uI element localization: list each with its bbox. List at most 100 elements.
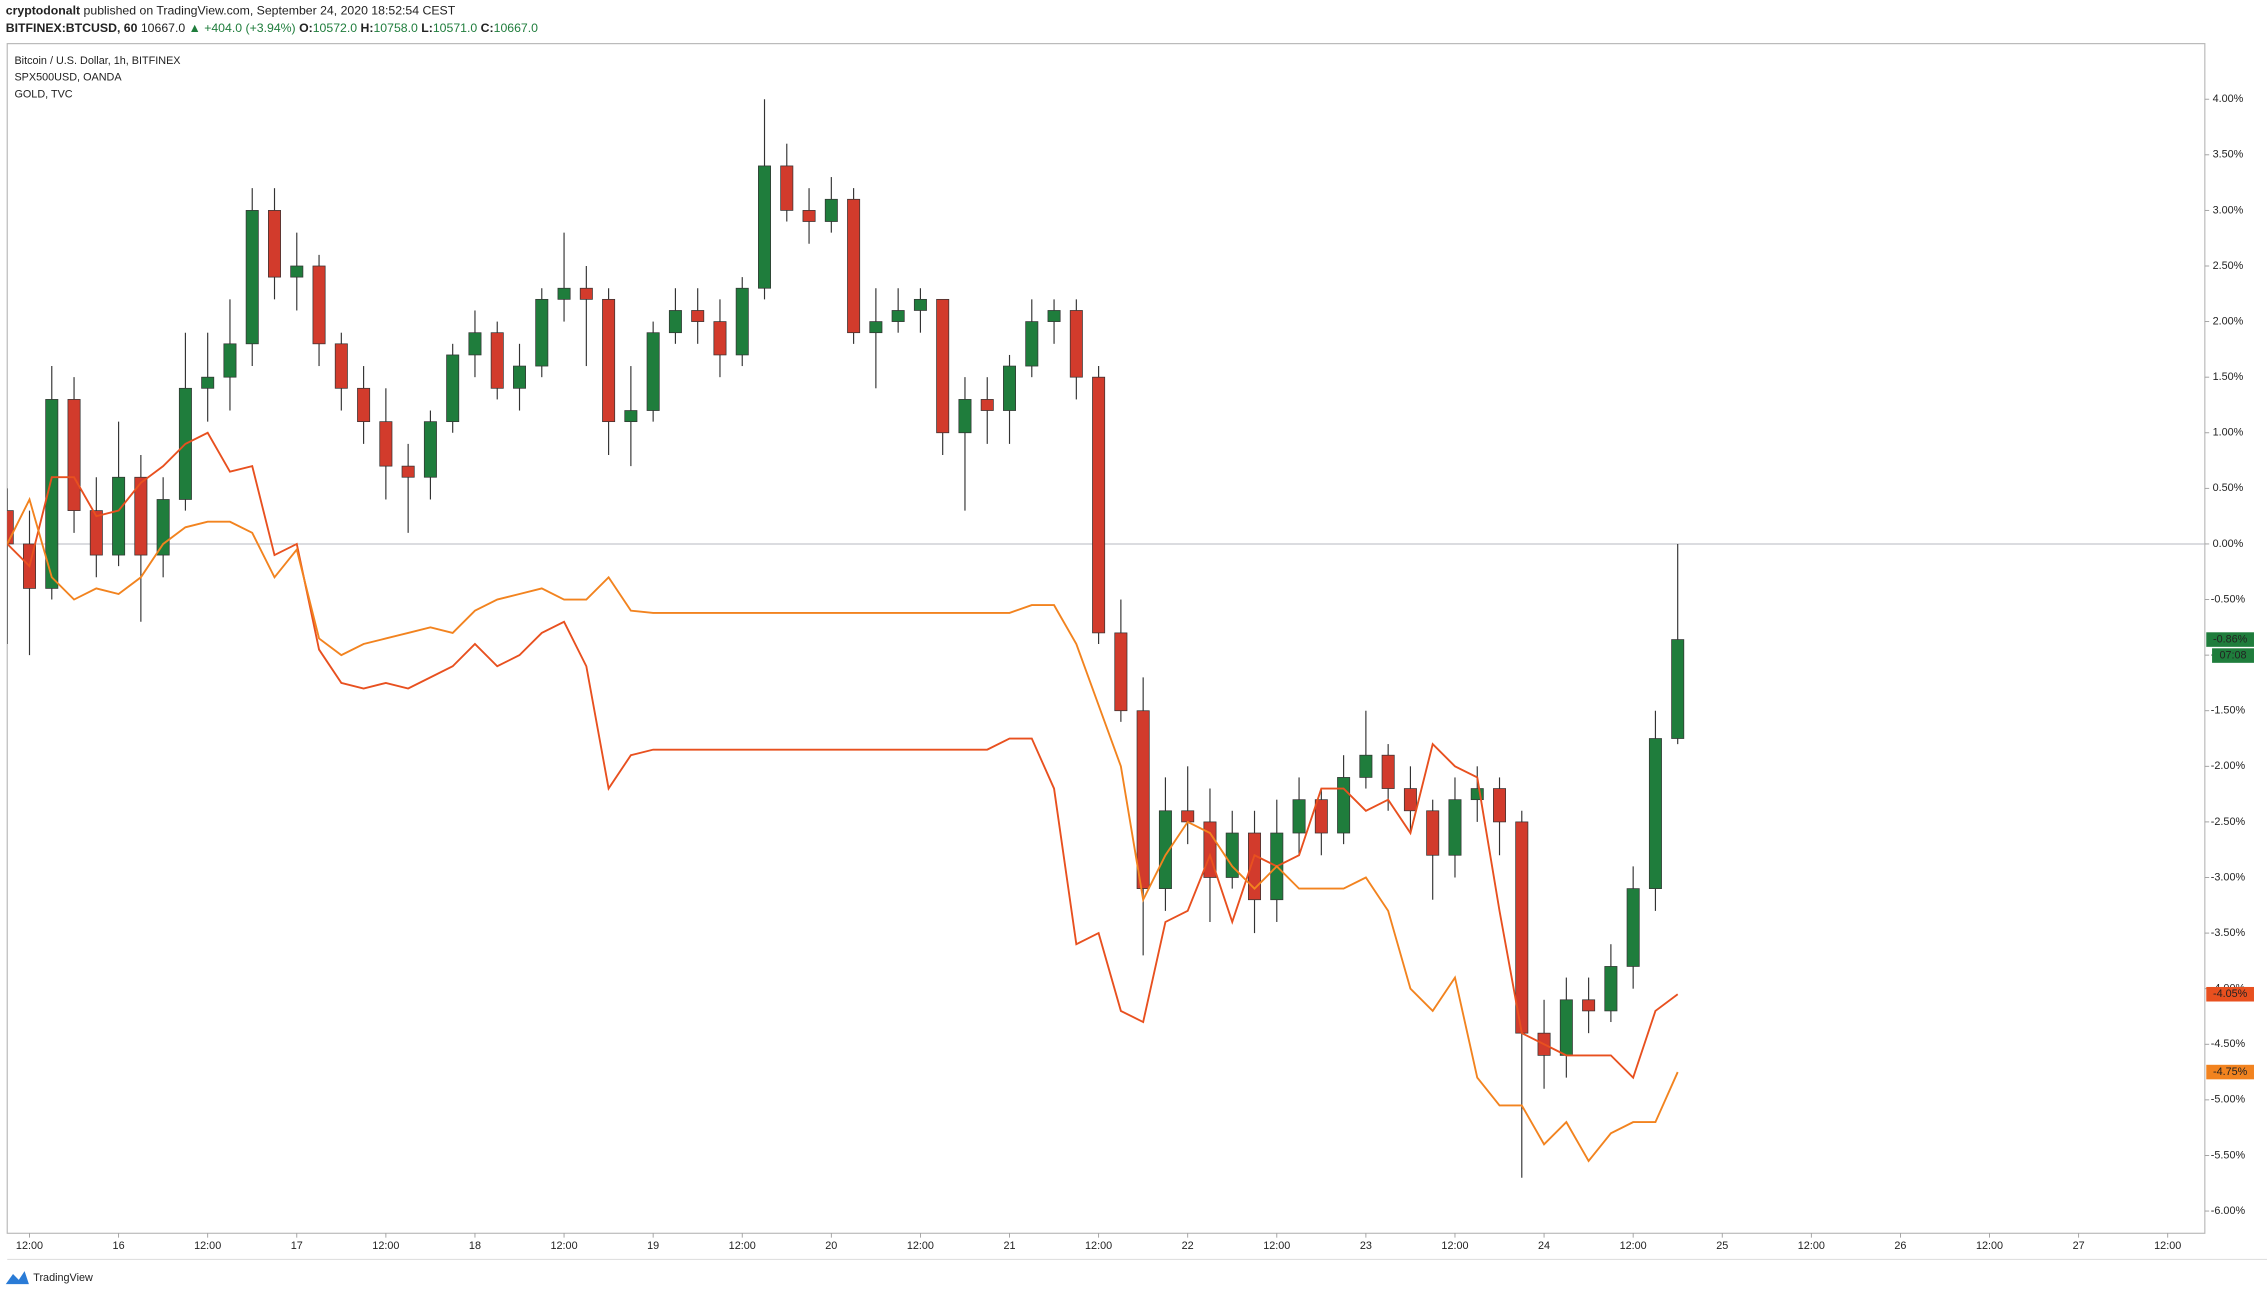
candle-body xyxy=(1003,365,1017,411)
x-tick-label: 12:00 xyxy=(194,1240,221,1252)
candle-body xyxy=(1248,832,1262,901)
last-value-box xyxy=(2206,986,2254,1002)
y-tick-label: 1.50% xyxy=(2213,371,2244,383)
x-tick-label: 22 xyxy=(1182,1240,1194,1252)
candle-body xyxy=(112,476,126,556)
y-tick-label: 1.00% xyxy=(2213,427,2244,439)
candle-body xyxy=(357,387,371,423)
x-tick-label: 12:00 xyxy=(1263,1240,1290,1252)
candle-body xyxy=(134,476,148,556)
x-tick-label: 17 xyxy=(291,1240,303,1252)
x-tick-label: 21 xyxy=(1003,1240,1015,1252)
candle-body xyxy=(1403,788,1417,812)
ohlc-value: 10571.0 xyxy=(433,21,478,35)
y-tick-label: -2.50% xyxy=(2211,816,2246,828)
last-value-label: -4.75% xyxy=(2213,1066,2248,1078)
ohlc-value: 10758.0 xyxy=(373,21,418,35)
candle-body xyxy=(1292,799,1306,834)
candle-body xyxy=(7,510,14,545)
x-tick-label: 12:00 xyxy=(16,1240,43,1252)
x-tick-label: 24 xyxy=(1538,1240,1550,1252)
x-tick-label: 16 xyxy=(113,1240,125,1252)
candle-body xyxy=(847,198,861,334)
candle-body xyxy=(1092,376,1106,634)
candle-body xyxy=(334,343,348,389)
header-line: cryptodonalt published on TradingView.co… xyxy=(6,4,456,18)
candle-body xyxy=(824,198,838,222)
plot-area xyxy=(7,99,2205,1178)
y-tick-label: 2.50% xyxy=(2213,260,2244,272)
x-tick-label: 12:00 xyxy=(1798,1240,1825,1252)
candle-body xyxy=(1181,810,1195,823)
x-tick-label: 12:00 xyxy=(1976,1240,2003,1252)
last-value-label: -4.05% xyxy=(2213,988,2248,1000)
x-tick-label: 12:00 xyxy=(1620,1240,1647,1252)
candle-body xyxy=(758,165,771,289)
candle-body xyxy=(891,310,905,322)
legend-entry: GOLD, TVC xyxy=(14,88,72,100)
candle-body xyxy=(490,332,504,389)
x-tick-label: 20 xyxy=(825,1240,837,1252)
candle-body xyxy=(1559,999,1573,1056)
candle-body xyxy=(446,354,460,423)
candle-body xyxy=(980,399,994,411)
ohlc-value: 10572.0 xyxy=(313,21,358,35)
last-value-label: -0.86% xyxy=(2213,633,2248,645)
y-tick-label: -5.50% xyxy=(2211,1149,2246,1161)
y-tick-label: 3.50% xyxy=(2213,149,2244,161)
candle-body xyxy=(290,265,304,278)
candle-body xyxy=(913,298,927,311)
y-tick-label: -6.00% xyxy=(2211,1205,2246,1217)
candle-body xyxy=(423,421,437,478)
candle-body xyxy=(1381,754,1395,789)
candle-body xyxy=(1337,777,1351,834)
candle-body xyxy=(1671,639,1685,739)
candle-body xyxy=(869,321,883,334)
candle-body xyxy=(602,298,616,423)
x-tick-label: 12:00 xyxy=(2154,1240,2181,1252)
countdown-box xyxy=(2212,648,2254,663)
legend-entry: Bitcoin / U.S. Dollar, 1h, BITFINEX xyxy=(14,55,181,67)
countdown-label: 07:08 xyxy=(2219,649,2246,661)
y-tick-label: -4.50% xyxy=(2211,1038,2246,1050)
x-tick-label: 25 xyxy=(1716,1240,1728,1252)
y-tick-label: -1.50% xyxy=(2211,705,2246,717)
compare-line xyxy=(7,431,1679,1080)
ohlc-value: 10667.0 xyxy=(494,21,539,35)
candle-body xyxy=(1470,788,1484,801)
candle-body xyxy=(1225,832,1239,878)
x-tick-label: 12:00 xyxy=(1441,1240,1468,1252)
candle-body xyxy=(1515,821,1529,1034)
candle-body xyxy=(668,310,682,334)
candle-body xyxy=(1626,888,1640,967)
candle-body xyxy=(1426,810,1440,856)
candle-body xyxy=(1359,754,1373,778)
y-tick-label: -2.00% xyxy=(2211,760,2246,772)
y-tick-label: -0.50% xyxy=(2211,593,2246,605)
candle-body xyxy=(646,332,660,411)
overlay: 4.00% 3.50% 3.00% 2.50% 2.00% 1.50% 1.00% 0.50%… xyxy=(14,55,2254,1252)
quote-line: BITFINEX:BTCUSD, 60 10667.0 ▲ +404.0 (+3… xyxy=(6,21,538,35)
candle-body xyxy=(1582,999,1596,1012)
candle-body xyxy=(802,210,816,222)
last-value-box xyxy=(2206,632,2254,647)
candle-body xyxy=(156,499,170,556)
candle-body xyxy=(1314,799,1328,834)
x-tick-label: 19 xyxy=(647,1240,659,1252)
last-value-box xyxy=(2206,1064,2254,1080)
candle-body xyxy=(312,265,326,345)
compare-line xyxy=(7,496,1679,1163)
y-tick-label: -3.50% xyxy=(2211,927,2246,939)
candle-body xyxy=(201,376,215,389)
y-tick-label: 0.50% xyxy=(2213,482,2244,494)
candle-body xyxy=(535,298,549,367)
plot-border xyxy=(6,43,2206,1234)
y-tick-label: -3.00% xyxy=(2211,871,2246,883)
x-tick-label: 12:00 xyxy=(551,1240,578,1252)
candle-body xyxy=(713,321,727,356)
x-tick-label: 27 xyxy=(2073,1240,2085,1252)
x-tick-label: 18 xyxy=(469,1240,481,1252)
candle-body xyxy=(1604,966,1618,1012)
candle-body xyxy=(245,210,259,345)
x-tick-label: 26 xyxy=(1894,1240,1906,1252)
